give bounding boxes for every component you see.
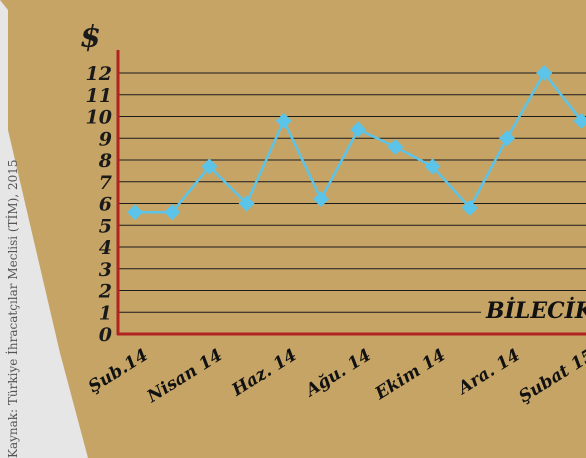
y-tick-label: 0	[99, 324, 112, 346]
y-tick-label: 2	[98, 281, 112, 303]
data-point	[313, 191, 329, 208]
y-tick-label: 3	[99, 259, 112, 281]
data-point	[424, 158, 441, 175]
y-tick-label: 1	[99, 302, 112, 324]
y-tick-label: 7	[99, 172, 112, 194]
data-point	[350, 121, 367, 138]
y-tick-label: 9	[99, 128, 112, 150]
y-tick-label: 4	[99, 237, 112, 259]
data-point	[499, 130, 515, 147]
data-point	[164, 204, 181, 221]
series-label-background	[481, 294, 586, 324]
y-tick-label: 6	[99, 194, 112, 216]
series-label: BİLECİK	[485, 296, 586, 324]
data-point	[536, 65, 553, 81]
y-tick-label: 11	[86, 85, 112, 107]
data-point	[573, 112, 586, 129]
y-tick-label: 8	[98, 150, 112, 172]
gridlines	[118, 72, 586, 313]
data-markers	[127, 65, 586, 221]
y-tick-label: 10	[86, 107, 112, 129]
source-note: Kaynak: Türkiye İhracatçılar Meclisi (Tİ…	[5, 160, 20, 458]
y-axis-unit-label: $	[80, 20, 101, 55]
data-point	[238, 195, 255, 212]
data-point	[127, 204, 143, 221]
data-point	[461, 199, 478, 216]
data-point	[201, 158, 218, 175]
data-point	[387, 138, 404, 155]
y-tick-label: 12	[86, 63, 112, 85]
data-point	[275, 112, 292, 129]
y-tick-label: 5	[99, 215, 112, 237]
